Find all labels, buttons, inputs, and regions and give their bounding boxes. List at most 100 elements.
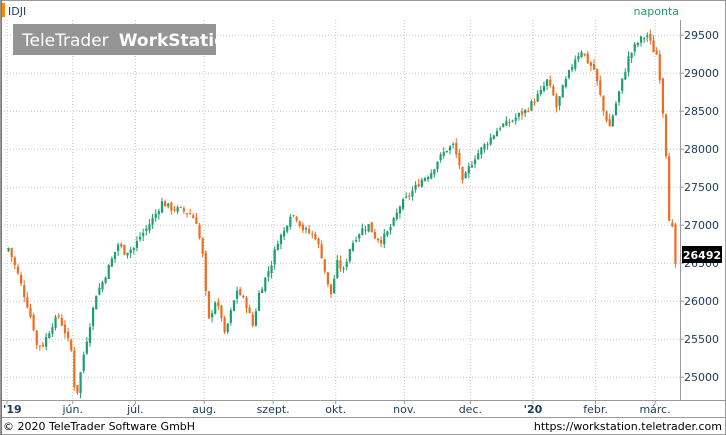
candle-up xyxy=(480,147,483,155)
candle-up xyxy=(117,244,120,252)
candle-up xyxy=(398,206,402,214)
candle-down xyxy=(63,324,67,334)
candle-up xyxy=(361,228,364,235)
candle-up xyxy=(621,78,624,91)
candle-down xyxy=(311,233,314,235)
x-tick-label: dec. xyxy=(459,403,482,416)
candle-down xyxy=(38,345,41,347)
candle-down xyxy=(533,101,536,103)
candle-up xyxy=(499,128,502,130)
candle-down xyxy=(373,232,376,239)
candle-down xyxy=(664,114,668,156)
candle-down xyxy=(602,95,605,112)
candle-up xyxy=(129,249,132,254)
candle-down xyxy=(76,385,79,393)
candle-up xyxy=(411,190,414,197)
candle-up xyxy=(571,67,574,70)
candle-down xyxy=(195,217,198,224)
candle-up xyxy=(439,154,442,161)
candle-down xyxy=(652,40,655,53)
candle-down xyxy=(605,111,608,121)
logo-bold-text: WorkStation xyxy=(119,31,238,51)
x-tick-label: okt. xyxy=(325,403,346,416)
last-value-text: 26492 xyxy=(683,249,721,262)
candle-down xyxy=(326,272,330,285)
candle-down xyxy=(32,315,35,331)
candle-down xyxy=(239,289,242,296)
candle-up xyxy=(257,293,261,311)
candle-up xyxy=(383,233,386,245)
candle-up xyxy=(561,85,564,98)
candle-down xyxy=(339,260,342,269)
candle-up xyxy=(304,228,308,230)
candle-down xyxy=(173,209,176,211)
candle-up xyxy=(427,176,430,180)
candle-up xyxy=(420,179,423,187)
candle-up xyxy=(160,201,164,213)
candle-up xyxy=(464,172,467,179)
candle-up xyxy=(267,271,270,277)
candle-up xyxy=(617,91,621,103)
candle-down xyxy=(251,314,254,326)
candle-down xyxy=(314,233,317,240)
candle-up xyxy=(467,166,470,174)
candle-up xyxy=(358,234,361,239)
candle-down xyxy=(599,80,602,95)
candle-up xyxy=(132,247,135,250)
candle-up xyxy=(477,153,480,160)
candle-up xyxy=(448,146,452,151)
logo-light-text: TeleTrader xyxy=(21,31,109,51)
candle-up xyxy=(276,243,279,251)
candle-up xyxy=(577,55,580,60)
candle-up xyxy=(473,159,477,164)
candle-up xyxy=(261,289,264,294)
candle-down xyxy=(552,86,555,96)
candle-up xyxy=(514,117,517,121)
candle-down xyxy=(323,259,326,272)
candle-down xyxy=(198,224,201,239)
candle-up xyxy=(345,261,348,268)
candle-down xyxy=(16,266,20,274)
y-tick-label: 25000 xyxy=(684,371,719,384)
candle-down xyxy=(23,285,26,298)
candle-down xyxy=(671,222,674,227)
candle-down xyxy=(245,297,248,309)
candle-up xyxy=(633,44,636,52)
candle-up xyxy=(348,249,351,262)
candle-up xyxy=(386,231,389,236)
candle-up xyxy=(524,109,527,114)
candle-up xyxy=(442,152,445,156)
candle-down xyxy=(329,284,333,294)
candle-up xyxy=(511,120,514,122)
candle-up xyxy=(157,211,160,215)
candle-up xyxy=(558,96,561,106)
candle-down xyxy=(661,78,665,114)
candle-down xyxy=(555,95,558,108)
source-url[interactable]: https://workstation.teletrader.com xyxy=(534,420,722,433)
candle-up xyxy=(470,165,474,168)
candle-up xyxy=(489,137,492,145)
copyright-text: © 2020 TeleTrader Software GmbH xyxy=(3,420,195,433)
symbol-marker xyxy=(2,3,5,17)
candle-up xyxy=(401,199,405,209)
candle-down xyxy=(41,344,45,347)
candle-up xyxy=(414,184,417,190)
candle-up xyxy=(405,196,408,198)
candle-down xyxy=(589,62,592,66)
symbol-label: IDJI xyxy=(8,5,26,18)
candle-up xyxy=(505,120,508,126)
candle-up xyxy=(232,300,236,311)
candle-down xyxy=(73,350,76,387)
candle-down xyxy=(320,244,323,259)
candle-down xyxy=(57,315,60,317)
candle-down xyxy=(29,307,32,317)
candle-up xyxy=(142,232,145,237)
candle-down xyxy=(120,244,123,247)
y-tick-label: 28500 xyxy=(684,105,719,118)
candle-up xyxy=(333,278,336,294)
candle-down xyxy=(461,166,464,181)
candle-up xyxy=(176,207,179,212)
candle-up xyxy=(167,203,170,207)
candle-up xyxy=(154,213,157,219)
candle-down xyxy=(298,221,301,226)
